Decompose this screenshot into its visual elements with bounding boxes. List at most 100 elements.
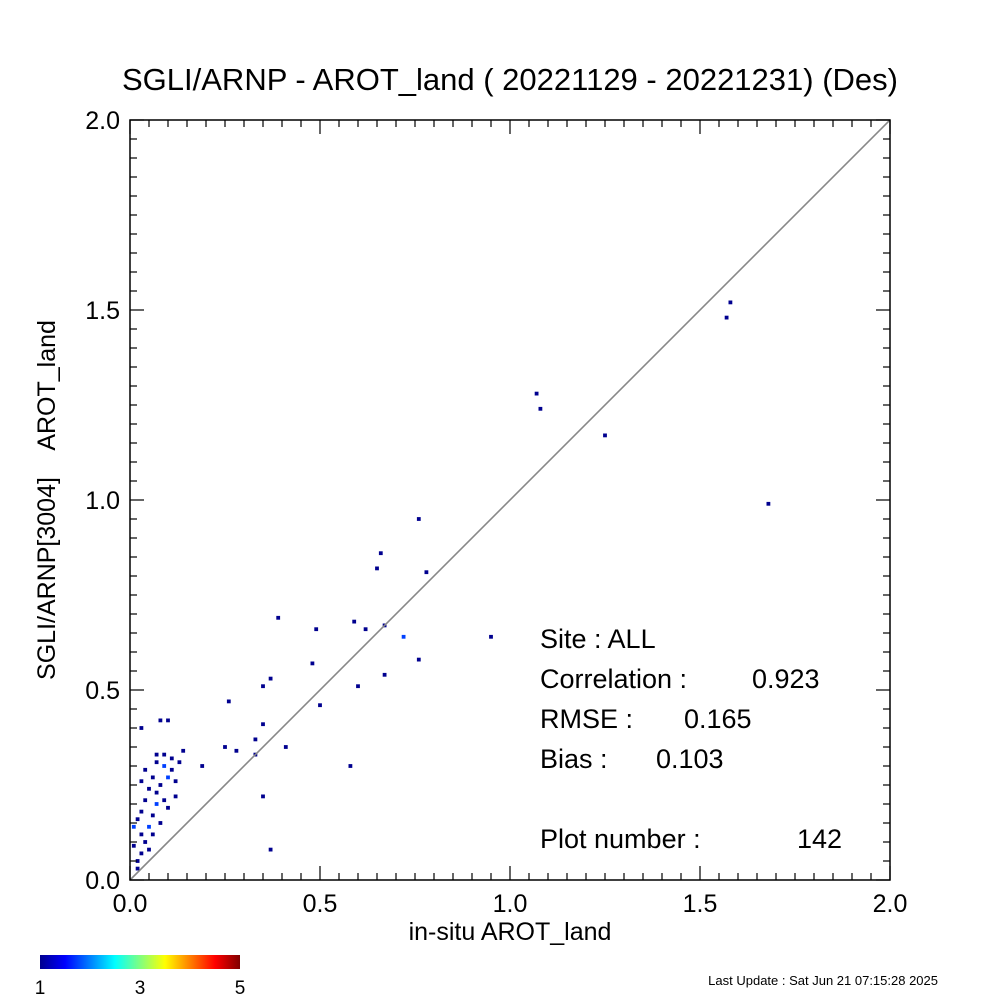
density-bin: [276, 615, 281, 620]
density-bin: [261, 722, 265, 727]
density-bin: [154, 790, 159, 795]
density-bin: [143, 767, 148, 772]
density-bin: [538, 406, 543, 411]
density-bin: [416, 517, 421, 521]
y-tick-label: 1.0: [85, 487, 120, 515]
density-bin: [158, 821, 163, 825]
density-bin: [382, 672, 387, 677]
density-bin: [131, 843, 136, 848]
x-tick-label: 2.0: [873, 890, 908, 918]
density-bin: [150, 813, 155, 818]
density-bin: [489, 634, 493, 639]
one-to-one-line: [129, 119, 891, 881]
density-bin: [139, 779, 144, 784]
density-bin: [352, 619, 357, 624]
density-bin: [166, 805, 170, 810]
density-bin: [135, 859, 140, 863]
density-bin: [603, 433, 607, 438]
density-bin: [724, 315, 729, 320]
colorbar-label-min: 1: [35, 978, 46, 999]
density-bin: [173, 794, 178, 799]
density-bin: [310, 661, 315, 666]
density-bin: [363, 627, 368, 632]
density-bin: [181, 748, 186, 753]
density-bin: [147, 786, 151, 791]
density-bin: [226, 699, 231, 704]
density-bin: [424, 570, 429, 575]
density-bin: [356, 684, 360, 689]
stat-bias-value: 0.103: [656, 744, 724, 774]
density-bin: [169, 767, 174, 772]
y-tick-label: 2.0: [85, 107, 120, 135]
density-bin: [200, 764, 205, 768]
density-bin: [234, 748, 239, 753]
density-bin: [154, 802, 159, 806]
density-bin: [766, 501, 771, 506]
density-bin: [318, 703, 322, 708]
density-bin: [728, 300, 733, 305]
density-bin: [166, 775, 170, 780]
density-bin: [534, 391, 539, 396]
colorbar-label-mid: 3: [135, 978, 146, 999]
density-bin: [261, 794, 265, 799]
density-bin: [375, 566, 379, 571]
density-bin: [139, 851, 144, 856]
density-bin: [131, 824, 136, 829]
colorbar: 1 3 5: [35, 955, 246, 999]
statistics-panel: Site : ALL Correlation : 0.923 RMSE : 0.…: [540, 624, 842, 854]
stat-rmse-label: RMSE :: [540, 704, 633, 734]
density-bin: [314, 627, 319, 632]
axis-ticks: [129, 119, 891, 881]
density-bin: [162, 764, 167, 768]
y-tick-label: 1.5: [85, 297, 120, 325]
density-bin: [378, 551, 383, 556]
density-bin: [253, 737, 258, 742]
density-bin: [283, 745, 288, 749]
density-bin: [348, 764, 353, 768]
y-tick-labels: 0.0 0.5 1.0 1.5 2.0: [85, 107, 120, 895]
stat-site: Site : ALL: [540, 624, 656, 654]
density-bin: [158, 783, 163, 787]
last-update-text: Last Update : Sat Jun 21 07:15:28 2025: [708, 973, 938, 988]
x-tick-label: 0.0: [113, 890, 148, 918]
chart-title: SGLI/ARNP - AROT_land ( 20221129 - 20221…: [122, 62, 898, 97]
x-tick-labels: 0.0 0.5 1.0 1.5 2.0: [113, 890, 908, 918]
density-bin: [135, 817, 140, 822]
stat-correlation-value: 0.923: [752, 664, 820, 694]
stat-bias-label: Bias :: [540, 744, 608, 774]
density-bin: [401, 634, 406, 639]
density-bin: [147, 824, 151, 829]
density-bin: [139, 832, 144, 837]
density-bin: [150, 775, 155, 780]
x-tick-label: 1.5: [683, 890, 718, 918]
density-bin: [150, 832, 155, 837]
density-bin: [416, 657, 421, 662]
density-bin: [154, 752, 159, 757]
density-bin: [261, 684, 265, 689]
density-bin: [143, 840, 148, 844]
density-bin: [177, 760, 182, 765]
density-bin: [139, 726, 144, 730]
x-axis-label: in-situ AROT_land: [409, 918, 612, 946]
stat-plot-number-label: Plot number :: [540, 824, 701, 854]
density-bin: [268, 847, 273, 852]
density-bin: [154, 760, 159, 765]
y-tick-label: 0.5: [85, 677, 120, 705]
density-bin: [268, 676, 273, 681]
x-tick-label: 0.5: [303, 890, 338, 918]
density-bin: [158, 718, 163, 723]
x-tick-label: 1.0: [493, 890, 528, 918]
density-bin: [223, 745, 227, 749]
colorbar-label-max: 5: [235, 978, 246, 999]
density-bin: [143, 798, 148, 803]
density-bin: [173, 779, 178, 784]
density-marks: [131, 300, 771, 871]
density-bin: [162, 798, 167, 803]
density-bin: [135, 866, 140, 871]
y-axis-label: SGLI/ARNP[3004] AROT_land: [33, 320, 61, 680]
colorbar-gradient: [40, 955, 240, 969]
density-bin: [147, 847, 151, 852]
density-bin: [162, 752, 167, 757]
density-bin: [166, 718, 170, 723]
